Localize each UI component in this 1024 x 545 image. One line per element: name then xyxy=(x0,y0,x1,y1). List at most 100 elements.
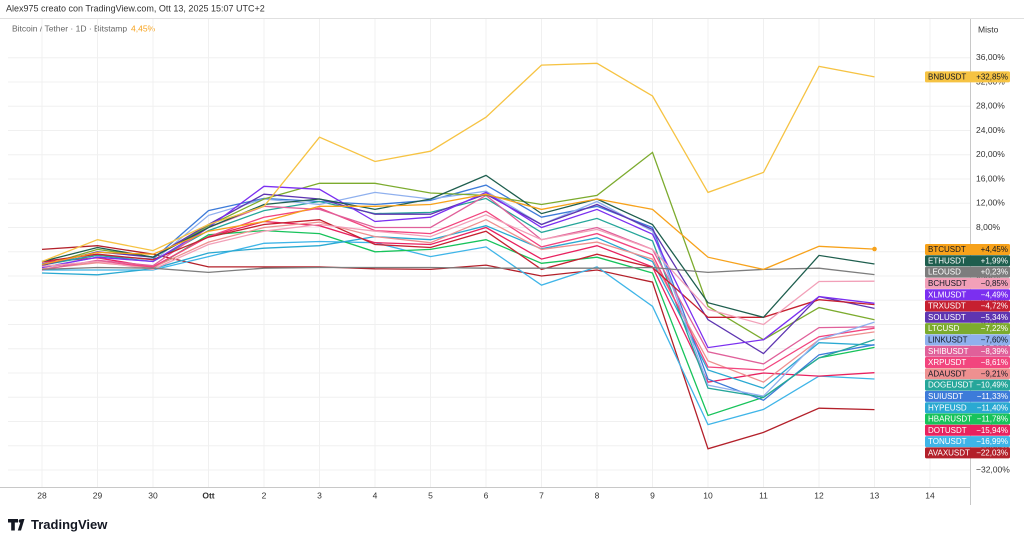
badge-bg xyxy=(925,323,1010,335)
series-line xyxy=(42,240,875,426)
x-tick-label: 12 xyxy=(814,490,824,500)
y-tick-label: −32,00% xyxy=(976,464,1010,474)
badge-value: +1,99% xyxy=(981,256,1008,265)
badge-name: SOLUSDT xyxy=(928,313,966,322)
x-tick-label: 13 xyxy=(870,490,880,500)
badge-bg xyxy=(925,345,1010,357)
value-badge: XRPUSDT −8,61% xyxy=(925,357,1010,368)
x-tick-label: 3 xyxy=(317,490,322,500)
series-line xyxy=(41,193,875,355)
value-badge: AVAXUSDT −22,03% xyxy=(925,447,1010,459)
x-tick-label: 29 xyxy=(93,490,103,500)
value-badge: ADAUSDT −9,21% xyxy=(925,368,1010,380)
badge-name: LTCUSD xyxy=(928,324,960,333)
badge-value: −11,33% xyxy=(977,392,1008,401)
series-line xyxy=(41,214,875,326)
series-line xyxy=(41,190,875,397)
y-tick-label: 20,00% xyxy=(976,149,1005,159)
badge-value: −11,40% xyxy=(977,403,1008,412)
badge-bg xyxy=(925,289,1010,301)
badge-bg xyxy=(925,424,1010,436)
badge-value: −10,49% xyxy=(976,381,1008,390)
badge-value: −4,49% xyxy=(981,290,1008,299)
badge-bg xyxy=(925,357,1010,368)
series-line xyxy=(41,62,875,263)
value-badge: TRXUSDT −4,72% xyxy=(925,300,1010,312)
y-tick-label: 8,00% xyxy=(976,222,1001,232)
x-tick-label: 11 xyxy=(759,490,768,500)
x-tick-label: Ott xyxy=(202,490,214,500)
badge-bg xyxy=(925,277,1010,289)
x-tick-label: 14 xyxy=(925,490,935,500)
series-line xyxy=(41,193,875,271)
badge-value: −4,72% xyxy=(981,302,1008,311)
badge-bg xyxy=(925,379,1010,391)
series-line xyxy=(41,151,875,341)
series-line xyxy=(41,185,875,349)
badge-bg xyxy=(925,390,1010,402)
value-badge: XLMUSDT −4,49% xyxy=(925,289,1010,301)
badge-name: BCHUSDT xyxy=(928,279,967,288)
badge-bg xyxy=(925,255,1010,267)
series-line xyxy=(41,197,875,398)
badge-bg xyxy=(925,311,1010,323)
x-tick-label: 30 xyxy=(148,490,158,500)
x-tick-label: 28 xyxy=(37,490,47,500)
x-tick-label: 9 xyxy=(650,490,655,500)
badge-value: −16,99% xyxy=(976,437,1008,446)
badge-bg xyxy=(925,413,1010,425)
x-tick-label: 5 xyxy=(428,490,433,500)
badge-value: −7,22% xyxy=(981,324,1008,333)
badge-bg xyxy=(925,266,1010,278)
badge-name: LEOUSD xyxy=(928,268,961,277)
value-badge: BCHUSDT −0,85% xyxy=(925,277,1010,289)
value-badge: BTCUSDT +4,45% xyxy=(925,244,1010,255)
badge-value: +0,23% xyxy=(981,268,1008,277)
badge-bg xyxy=(925,244,1010,255)
series-line xyxy=(41,220,875,383)
series-line xyxy=(41,184,875,402)
x-tick-label: 4 xyxy=(373,490,378,500)
author-line: Alex975 creato con TradingView.com, Ott … xyxy=(6,3,265,13)
badge-name: TONUSDT xyxy=(928,437,967,446)
badge-bg xyxy=(925,71,1010,83)
scale-label: Misto xyxy=(978,24,999,34)
badge-value: −0,85% xyxy=(981,279,1008,288)
value-badge: DOGEUSDT −10,49% xyxy=(925,379,1010,391)
badge-value: −8,39% xyxy=(981,347,1008,356)
badge-value: +4,45% xyxy=(981,245,1008,254)
badge-value: −7,60% xyxy=(981,336,1008,345)
badge-name: AVAXUSDT xyxy=(928,449,970,458)
value-badge: SOLUSDT −5,34% xyxy=(925,311,1010,323)
badge-value: −11,78% xyxy=(977,415,1008,424)
badge-bg xyxy=(925,402,1010,414)
badge-name: ADAUSDT xyxy=(928,369,966,378)
series-line xyxy=(41,207,875,371)
value-badge: HBARUSDT −11,78% xyxy=(925,413,1010,425)
series-line xyxy=(41,218,875,383)
badge-value: −22,03% xyxy=(976,449,1008,458)
x-tick-label: 10 xyxy=(703,490,713,500)
plot-area xyxy=(8,19,970,487)
badge-name: BNBUSDT xyxy=(928,73,966,82)
value-badge: SHIBUSDT −8,39% xyxy=(925,345,1010,357)
badge-name: ETHUSDT xyxy=(928,256,966,265)
last-point xyxy=(872,246,877,252)
badge-name: SUIUSDT xyxy=(928,392,963,401)
value-badge: LEOUSD +0,23% xyxy=(925,266,1010,278)
value-badge: LINKUSDT −7,60% xyxy=(925,334,1010,346)
y-tick-label: 36,00% xyxy=(976,52,1005,62)
x-tick-label: 7 xyxy=(539,490,544,500)
symbol-change: 4,45% xyxy=(131,23,156,33)
badge-bg xyxy=(925,368,1010,380)
series-line xyxy=(41,229,875,417)
value-badge: TONUSDT −16,99% xyxy=(925,436,1010,448)
x-tick-label: 8 xyxy=(595,490,600,500)
x-tick-label: 2 xyxy=(262,490,267,500)
y-tick-label: 16,00% xyxy=(976,173,1005,183)
y-tick-label: 24,00% xyxy=(976,125,1005,135)
value-badge: HYPEUSD −11,40% xyxy=(925,402,1010,414)
x-tick-label: 6 xyxy=(484,490,489,500)
